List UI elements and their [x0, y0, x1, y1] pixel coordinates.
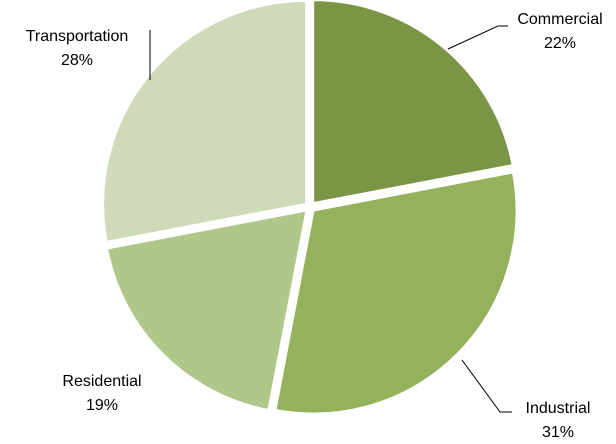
slice-name-transportation: Transportation [26, 28, 129, 45]
slice-percent-commercial: 22% [544, 35, 576, 52]
slice-percent-transportation: 28% [61, 52, 93, 69]
pie-slice-commercial [312, 0, 514, 205]
slice-labels: Commercial 22% Industrial 31% Residential 19%… [26, 11, 603, 441]
slice-percent-residential: 19% [86, 397, 118, 414]
pie-slice-industrial [274, 171, 518, 415]
leader-lines [149, 25, 512, 413]
slice-label-transportation: Transportation 28% [26, 28, 129, 69]
pie-slice-transportation [102, 0, 308, 244]
slice-percent-industrial: 31% [542, 424, 574, 441]
slice-label-industrial: Industrial 31% [526, 400, 591, 441]
leader-line-industrial [461, 359, 512, 413]
slice-name-residential: Residential [62, 373, 141, 390]
slice-name-industrial: Industrial [526, 400, 591, 417]
slice-name-commercial: Commercial [517, 11, 602, 28]
slice-label-residential: Residential 19% [62, 373, 141, 414]
slice-label-commercial: Commercial 22% [517, 11, 602, 52]
slices-layer [102, 0, 518, 415]
leader-line-commercial [447, 25, 508, 50]
pie-slice-residential [105, 209, 308, 412]
